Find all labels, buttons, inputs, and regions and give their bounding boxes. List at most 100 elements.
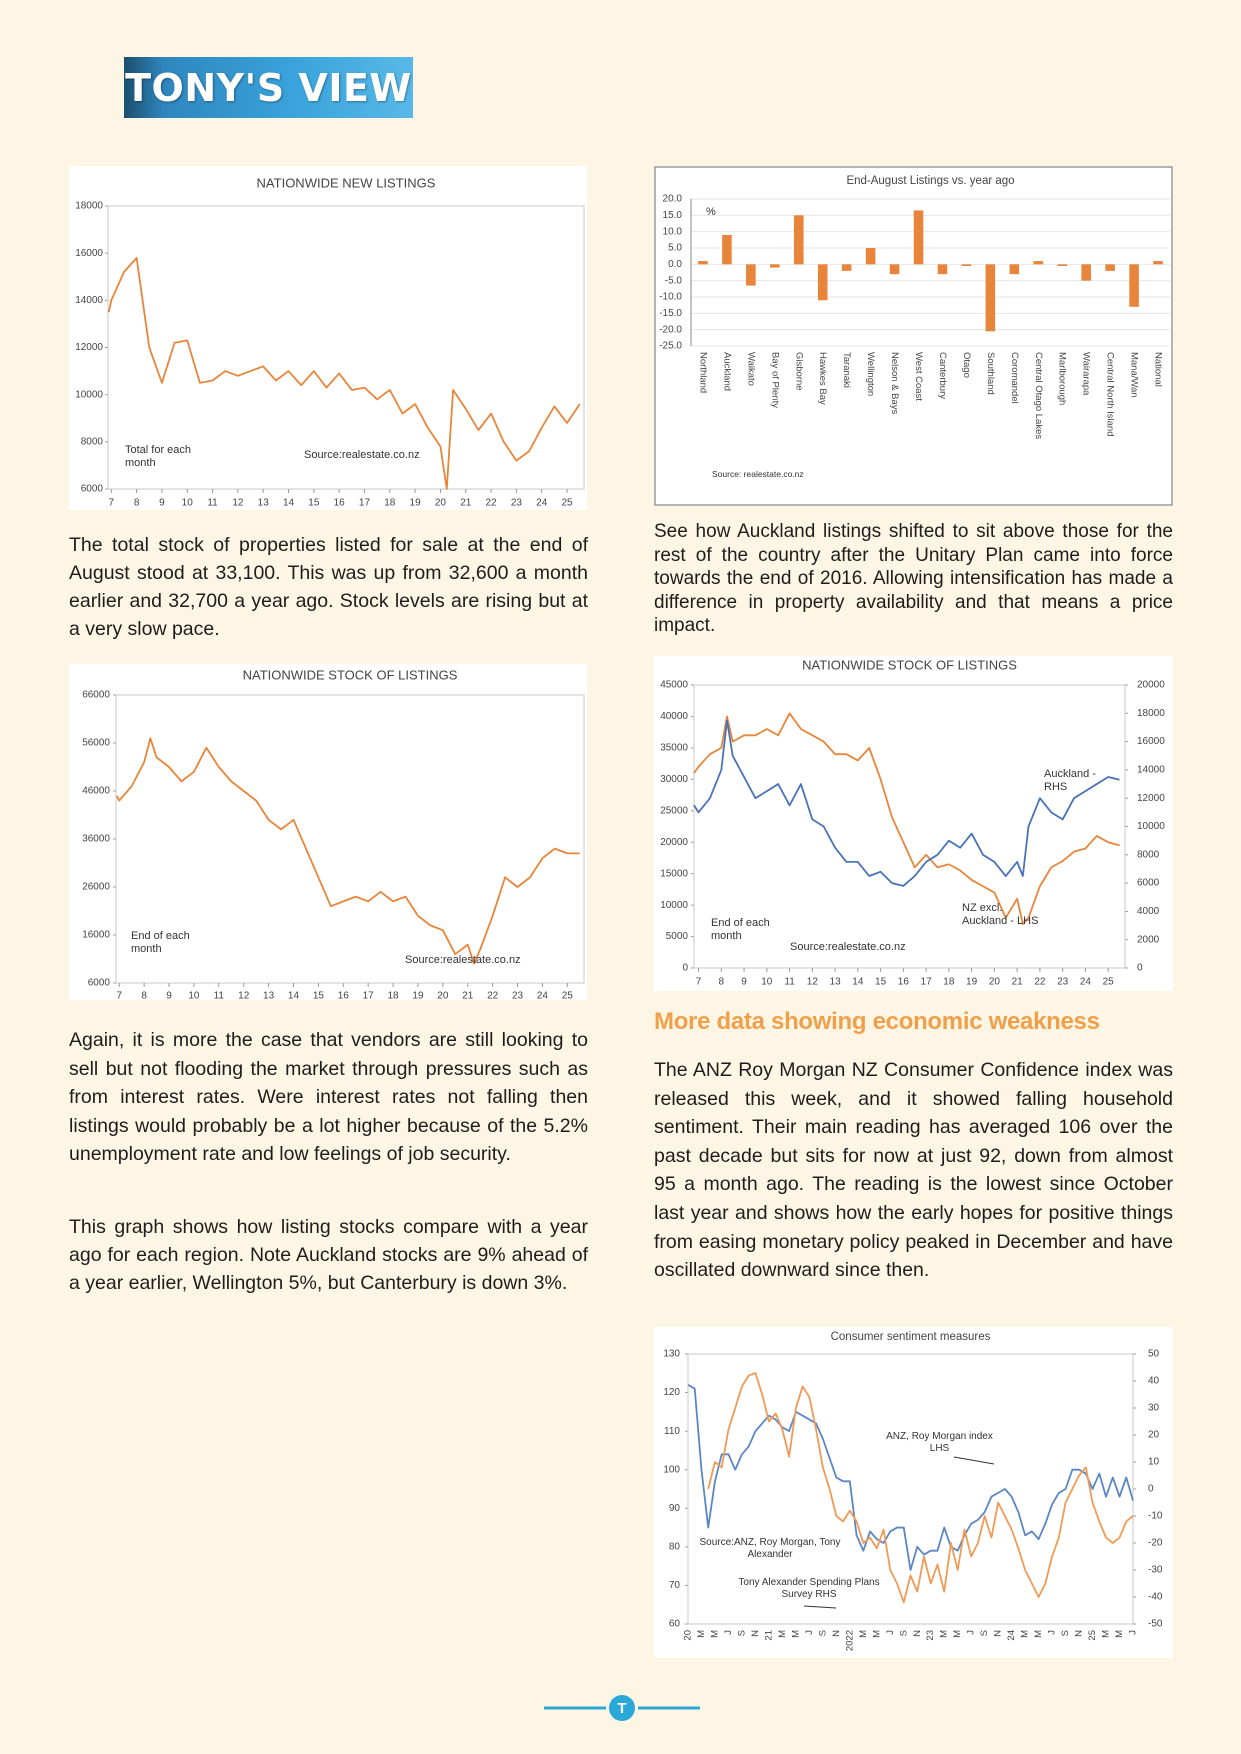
y-tick-label: 5000: [666, 931, 689, 942]
chart-note: Source:realestate.co.nz: [304, 449, 420, 461]
paragraph: The ANZ Roy Morgan NZ Consumer Confidenc…: [654, 1059, 1173, 1282]
y2-tick-label: -50: [1148, 1619, 1163, 1630]
x-tick-label: 7: [116, 991, 122, 1000]
y2-tick-label: 20: [1148, 1430, 1160, 1441]
y2-tick-label: 18000: [1137, 708, 1165, 719]
y-tick-label: 10.0: [663, 226, 683, 237]
x-tick-label: 22: [486, 498, 498, 509]
x-tick-label: 15: [308, 498, 320, 509]
x-tick-label: 7: [109, 498, 115, 509]
y-tick-label: 8000: [81, 436, 104, 447]
y2-tick-label: 10: [1148, 1457, 1160, 1468]
y-tick-label: 25000: [660, 805, 688, 816]
chart: Consumer sentiment measures6070809010011…: [654, 1327, 1173, 1658]
y-tick-label: 60: [669, 1619, 681, 1630]
x-tick-label: Central Otago Lakes: [1033, 352, 1044, 439]
x-tick-label: 12: [232, 498, 244, 509]
chart-note: Source:ANZ, Roy Morgan, Tony Alexander: [699, 1537, 841, 1560]
y-tick-label: 10000: [660, 900, 688, 911]
x-tick-label: 14: [852, 977, 864, 988]
x-tick-label: 20: [683, 1630, 694, 1641]
series-line: [687, 1384, 1134, 1571]
series-label: NZ excl. Auckland - LHS: [962, 902, 1039, 927]
x-tick-label: 16: [338, 991, 350, 1000]
x-tick-label: 20: [989, 977, 1001, 988]
footer-badge: [609, 1695, 635, 1721]
x-tick-label: 2022: [844, 1630, 855, 1651]
series-label: ANZ, Roy Morgan index LHS: [886, 1431, 993, 1454]
x-tick-label: 19: [412, 991, 424, 1000]
y-tick-label: 46000: [82, 786, 110, 797]
y2-tick-label: 10000: [1137, 821, 1165, 832]
x-tick-label: M: [777, 1630, 788, 1638]
plot-frame: [687, 1353, 1134, 1625]
paragraph: The total stock of properties listed for…: [69, 534, 588, 640]
logo: TONY'S VIEW: [124, 57, 413, 118]
x-tick-label: J: [723, 1630, 734, 1635]
bar: [817, 264, 828, 301]
chart-title: NATIONWIDE STOCK OF LISTINGS: [243, 667, 458, 682]
x-tick-label: N: [1074, 1630, 1085, 1637]
bar: [961, 264, 972, 266]
x-tick-label: 12: [807, 977, 819, 988]
x-tick-label: 21: [1012, 977, 1024, 988]
x-tick-label: J: [804, 1630, 815, 1635]
x-tick-label: Waikato: [745, 352, 756, 386]
x-tick-label: Marlborough: [1057, 352, 1068, 405]
series-line: [707, 1372, 1134, 1604]
x-tick-label: 8: [141, 991, 147, 1000]
y-tick-label: 0: [682, 963, 688, 974]
x-tick-label: 24: [1080, 977, 1092, 988]
x-tick-label: 9: [159, 498, 165, 509]
bar: [746, 264, 756, 286]
x-tick-label: Auckland: [721, 352, 732, 391]
x-tick-label: 11: [207, 498, 218, 509]
x-tick-label: Mana/Wan: [1129, 352, 1140, 398]
y-tick-label: 6000: [81, 484, 104, 495]
x-tick-label: Wairarapa: [1081, 352, 1092, 396]
y-tick-label: 14000: [75, 295, 103, 306]
chart-note: Source: realestate.co.nz: [712, 469, 804, 479]
x-tick-label: S: [979, 1630, 990, 1636]
y2-tick-label: 50: [1148, 1349, 1160, 1360]
x-tick-label: S: [898, 1630, 909, 1636]
x-tick-label: 15: [313, 991, 325, 1000]
x-tick-label: 19: [410, 498, 422, 509]
chart-title: NATIONWIDE STOCK OF LISTINGS: [802, 657, 1017, 672]
x-tick-label: J: [885, 1630, 896, 1635]
plot-frame: [693, 684, 1126, 969]
x-tick-label: 17: [921, 977, 933, 988]
x-tick-label: 20: [437, 991, 449, 1000]
x-tick-label: 25: [562, 991, 574, 1000]
bar: [841, 264, 852, 271]
x-tick-label: 25: [1087, 1630, 1098, 1641]
x-tick-label: M: [1033, 1630, 1044, 1638]
bar: [722, 234, 732, 265]
x-tick-label: 16: [898, 977, 910, 988]
x-tick-label: 18: [384, 498, 396, 509]
x-tick-label: 23: [1057, 977, 1069, 988]
annotation-arrow: [953, 1456, 995, 1465]
paragraph: Again, it is more the case that vendors …: [69, 1029, 588, 1166]
x-tick-label: 15: [875, 977, 887, 988]
chart-border: [654, 166, 1173, 506]
series-line: [115, 737, 580, 965]
chart-title: End-August Listings vs. year ago: [846, 175, 1014, 187]
x-tick-label: 21: [763, 1630, 774, 1641]
y-tick-label: -10.0: [659, 292, 682, 303]
y-tick-label: 35000: [660, 743, 688, 754]
plot-frame: [107, 205, 585, 490]
series-line: [693, 719, 1120, 887]
x-tick-label: Wellington: [865, 352, 876, 396]
x-tick-label: 14: [283, 498, 295, 509]
x-tick-label: 21: [460, 498, 472, 509]
bar: [985, 264, 996, 332]
chart-note-box: Source:realestate.co.nz: [790, 941, 906, 953]
y-tick-label: 90: [669, 1503, 681, 1514]
bar: [889, 264, 900, 275]
chart-background: [654, 166, 1173, 506]
x-tick-label: 13: [258, 498, 270, 509]
chart-note: %: [706, 206, 716, 218]
chart-note: End of each month: [131, 930, 190, 955]
